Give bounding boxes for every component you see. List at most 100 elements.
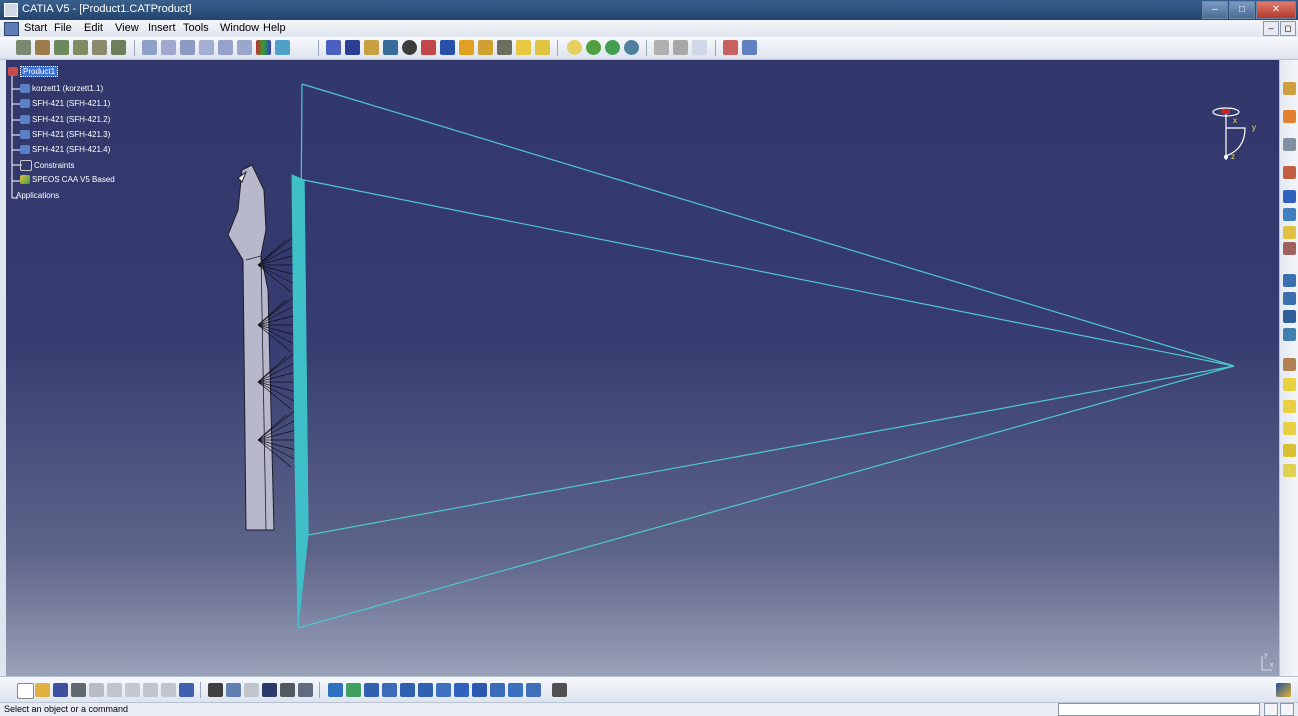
normal-view-icon[interactable] [436, 683, 451, 697]
cut-icon[interactable] [89, 683, 104, 697]
tree-item-constraints[interactable]: Constraints [20, 160, 74, 171]
graph-icon[interactable] [262, 683, 277, 697]
menu-tools[interactable]: Tools [183, 22, 209, 34]
part-body-icon[interactable] [364, 40, 379, 55]
at-icon[interactable] [402, 40, 417, 55]
assembly-tool-icon[interactable] [111, 40, 126, 55]
tool-icon[interactable] [1283, 358, 1296, 371]
tool-icon[interactable] [1283, 166, 1296, 179]
tool-icon[interactable] [421, 40, 436, 55]
tree-item-sfh-421-3[interactable]: SFH-421 (SFH-421.3) [20, 130, 110, 139]
assembly-tool-icon[interactable] [35, 40, 50, 55]
comment-icon[interactable] [226, 683, 241, 697]
constraint-tool-icon[interactable] [218, 40, 233, 55]
tree-item-sfh-421-4[interactable]: SFH-421 (SFH-421.4) [20, 145, 110, 154]
minimize-button[interactable]: – [1202, 1, 1228, 19]
constraint-tool-icon[interactable] [237, 40, 252, 55]
multi-view-icon[interactable] [454, 683, 469, 697]
menu-help[interactable]: Help [263, 22, 286, 34]
tool-icon[interactable] [1283, 190, 1296, 203]
tool-icon[interactable] [1283, 400, 1296, 413]
circle-tool-icon[interactable] [567, 40, 582, 55]
arrow-tool-icon[interactable] [535, 40, 550, 55]
rotate-icon[interactable] [382, 683, 397, 697]
save-icon[interactable] [53, 683, 68, 697]
tool-icon[interactable] [244, 683, 259, 697]
tool-icon[interactable] [1283, 110, 1296, 123]
assembly-tool-icon[interactable] [92, 40, 107, 55]
iso-view-icon[interactable] [472, 683, 487, 697]
tool-icon[interactable] [1283, 378, 1296, 391]
new-file-icon[interactable] [17, 683, 34, 699]
tool-icon[interactable] [280, 683, 295, 697]
lens-surface[interactable] [291, 174, 309, 629]
list-icon[interactable] [345, 40, 360, 55]
status-button[interactable] [1264, 703, 1278, 716]
document-icon[interactable] [4, 22, 19, 36]
scissors-icon[interactable] [497, 40, 512, 55]
shading-icon[interactable] [490, 683, 505, 697]
projection-wireframe[interactable] [297, 83, 1235, 629]
tool-icon[interactable] [1283, 138, 1296, 151]
tool-icon[interactable] [1283, 328, 1296, 341]
analysis-icon[interactable] [742, 40, 757, 55]
redo-icon[interactable] [161, 683, 176, 697]
close-button[interactable]: ✕ [1256, 1, 1296, 19]
tool-icon[interactable] [1283, 274, 1296, 287]
update-icon[interactable] [275, 40, 290, 55]
fit-all-icon[interactable] [346, 683, 361, 697]
star-icon[interactable] [459, 40, 474, 55]
open-folder-icon[interactable] [35, 683, 50, 697]
formula-icon[interactable] [208, 683, 223, 697]
tool-icon[interactable] [1283, 226, 1296, 239]
hide-show-icon[interactable] [508, 683, 523, 697]
circle-tool-icon[interactable] [605, 40, 620, 55]
copy-icon[interactable] [107, 683, 122, 697]
analysis-icon[interactable] [723, 40, 738, 55]
menu-start[interactable]: Start [24, 22, 48, 34]
3d-viewport[interactable]: Product1 korzett1 (korzett1.1) SFH-421 (… [6, 60, 1279, 676]
tree-item-applications[interactable]: Applications [16, 191, 59, 200]
menu-window[interactable]: Window [220, 22, 260, 34]
whats-this-icon[interactable] [179, 683, 194, 697]
status-button[interactable] [1280, 703, 1294, 716]
tool-icon[interactable] [1283, 310, 1296, 323]
measure-icon[interactable] [673, 40, 688, 55]
tree-item-product1[interactable]: Product1 [8, 66, 59, 77]
tool-icon[interactable] [1283, 292, 1296, 305]
tree-root-label[interactable]: Product1 [20, 66, 59, 77]
tool-icon[interactable] [1283, 242, 1296, 255]
window-tool-icon[interactable] [692, 40, 707, 55]
tree-item-korzett1[interactable]: korzett1 (korzett1.1) [20, 84, 103, 93]
workbench-icon[interactable] [1283, 82, 1296, 95]
tool-icon[interactable] [298, 683, 313, 697]
zoom-in-icon[interactable] [400, 683, 415, 697]
paste-icon[interactable] [125, 683, 140, 697]
assembly-tool-icon[interactable] [16, 40, 31, 55]
pan-icon[interactable] [364, 683, 379, 697]
assembly-tool-icon[interactable] [73, 40, 88, 55]
circle-tool-icon[interactable] [586, 40, 601, 55]
globe-icon[interactable] [383, 40, 398, 55]
measure-icon[interactable] [654, 40, 669, 55]
doc-minimize-button[interactable]: – [1263, 21, 1279, 36]
tree-item-sfh-421-1[interactable]: SFH-421 (SFH-421.1) [20, 99, 110, 108]
restore-button[interactable]: □ [1229, 1, 1255, 19]
swap-space-icon[interactable] [526, 683, 541, 697]
catalog-icon[interactable] [326, 40, 341, 55]
circle-tool-icon[interactable] [624, 40, 639, 55]
camera-icon[interactable] [552, 683, 567, 697]
constraint-tool-icon[interactable] [199, 40, 214, 55]
print-icon[interactable] [71, 683, 86, 697]
zoom-out-icon[interactable] [418, 683, 433, 697]
puzzle-icon[interactable] [440, 40, 455, 55]
undo-icon[interactable] [143, 683, 158, 697]
tool-icon[interactable] [1283, 464, 1296, 477]
constraint-tool-icon[interactable] [180, 40, 195, 55]
color-bar-icon[interactable] [256, 40, 271, 55]
fly-mode-icon[interactable] [328, 683, 343, 697]
assembly-tool-icon[interactable] [54, 40, 69, 55]
constraint-tool-icon[interactable] [161, 40, 176, 55]
constraint-tool-icon[interactable] [142, 40, 157, 55]
tree-item-speos[interactable]: SPEOS CAA V5 Based [20, 175, 115, 184]
